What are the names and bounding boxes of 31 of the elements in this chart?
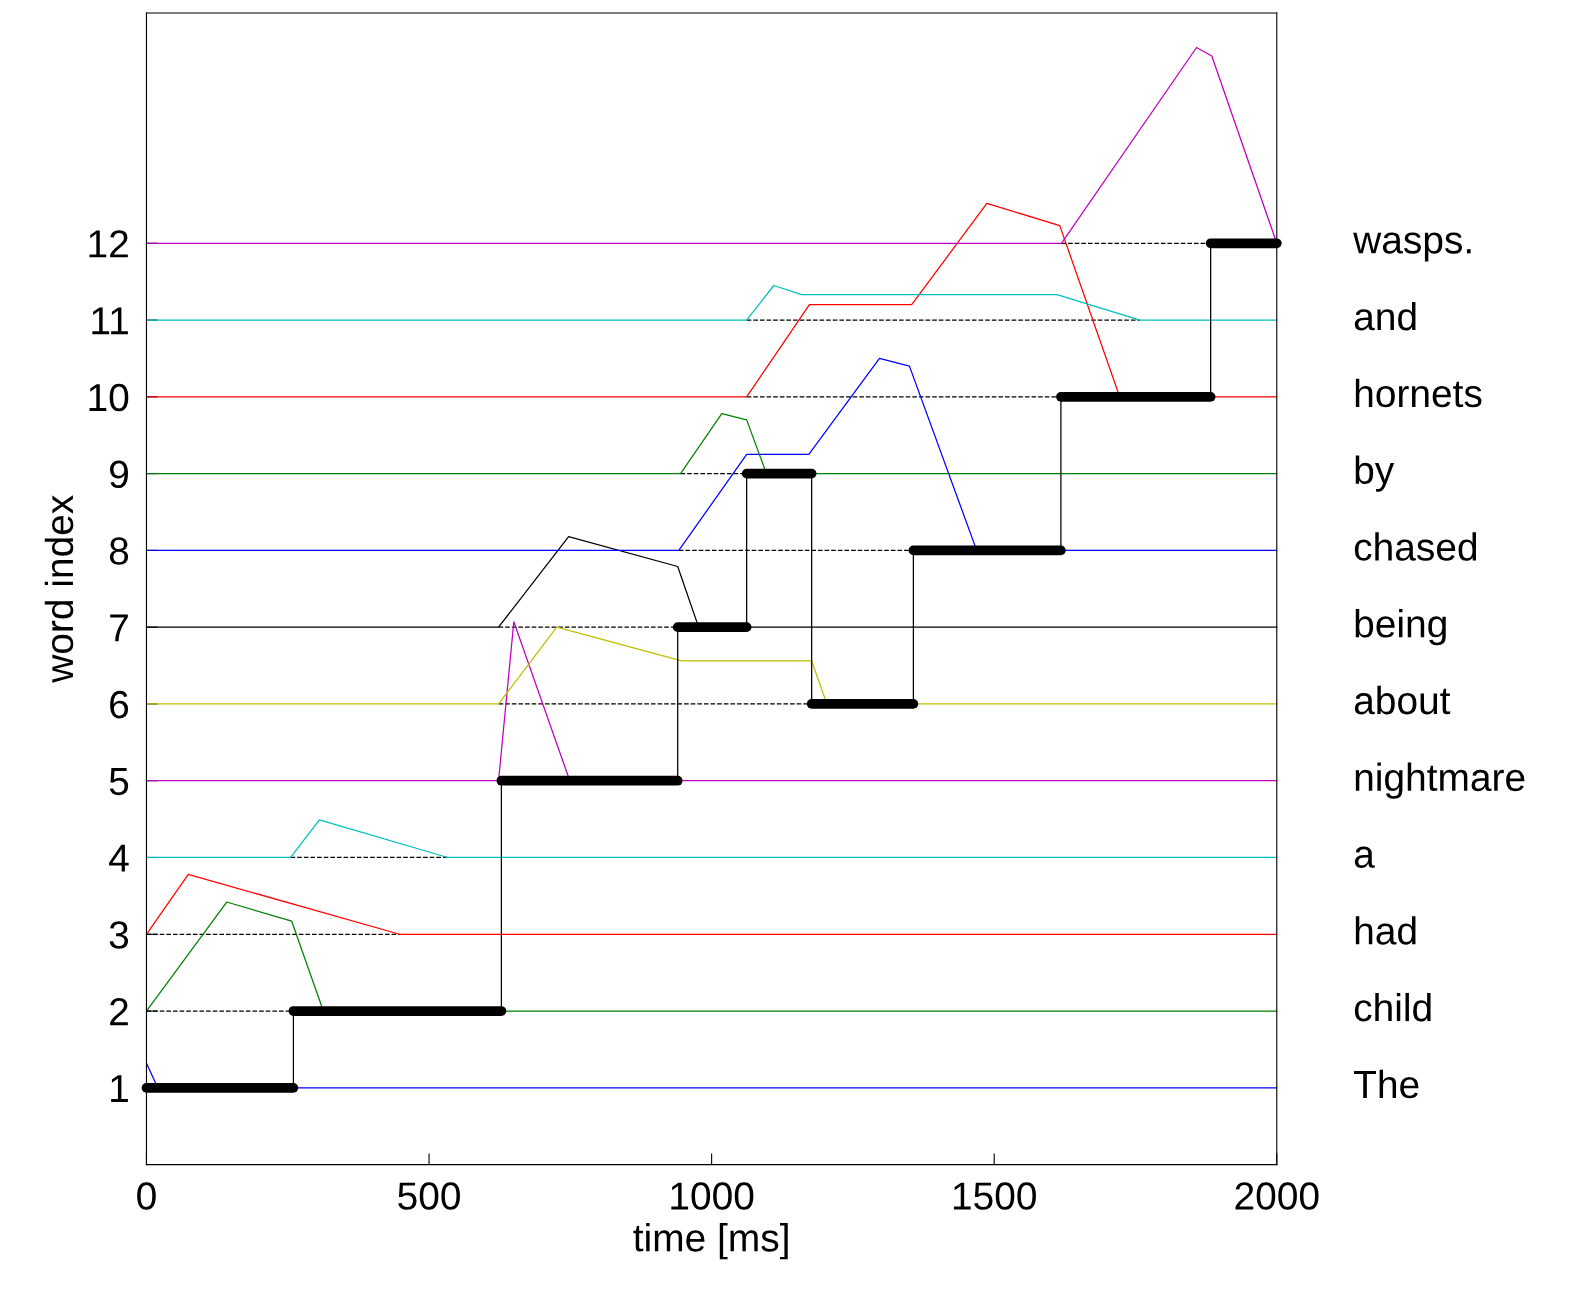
y-axis-title: word index xyxy=(44,495,74,683)
x-tick-label: 0 xyxy=(137,1182,156,1210)
y-tick-label: 12 xyxy=(89,230,128,258)
text: a xyxy=(1354,846,1375,868)
text: by xyxy=(1355,455,1395,492)
y-tick-label: 10 xyxy=(89,383,129,412)
x-tick-label: 500 xyxy=(398,1182,460,1210)
text: wasps. xyxy=(1353,232,1471,262)
y-tick-label: 9 xyxy=(109,460,128,489)
x-tick-label: 1500 xyxy=(953,1182,1036,1210)
text: had xyxy=(1355,916,1416,945)
y-tick-label: 2 xyxy=(110,997,128,1026)
x-axis-title: time [ms] xyxy=(633,1223,788,1260)
text: about xyxy=(1354,685,1451,715)
text: hornets xyxy=(1355,378,1482,408)
text: and xyxy=(1354,301,1416,331)
y-tick-label: 3 xyxy=(109,921,129,949)
text: nightmare xyxy=(1355,762,1525,799)
text: child xyxy=(1354,992,1431,1022)
y-tick-label: 6 xyxy=(110,690,129,719)
text: chased xyxy=(1354,532,1477,561)
y-tick-label: 1 xyxy=(111,1075,128,1102)
y-tick-label: 8 xyxy=(109,537,129,565)
x-tick-label: 1000 xyxy=(671,1182,754,1210)
y-tick-label: 11 xyxy=(92,307,128,335)
x-tick-label: 2000 xyxy=(1235,1182,1319,1210)
text: The xyxy=(1354,1069,1419,1099)
y-tick-label: 7 xyxy=(110,614,128,642)
text: being xyxy=(1355,609,1446,646)
y-tick-label: 4 xyxy=(109,844,129,872)
y-tick-label: 5 xyxy=(109,768,129,796)
